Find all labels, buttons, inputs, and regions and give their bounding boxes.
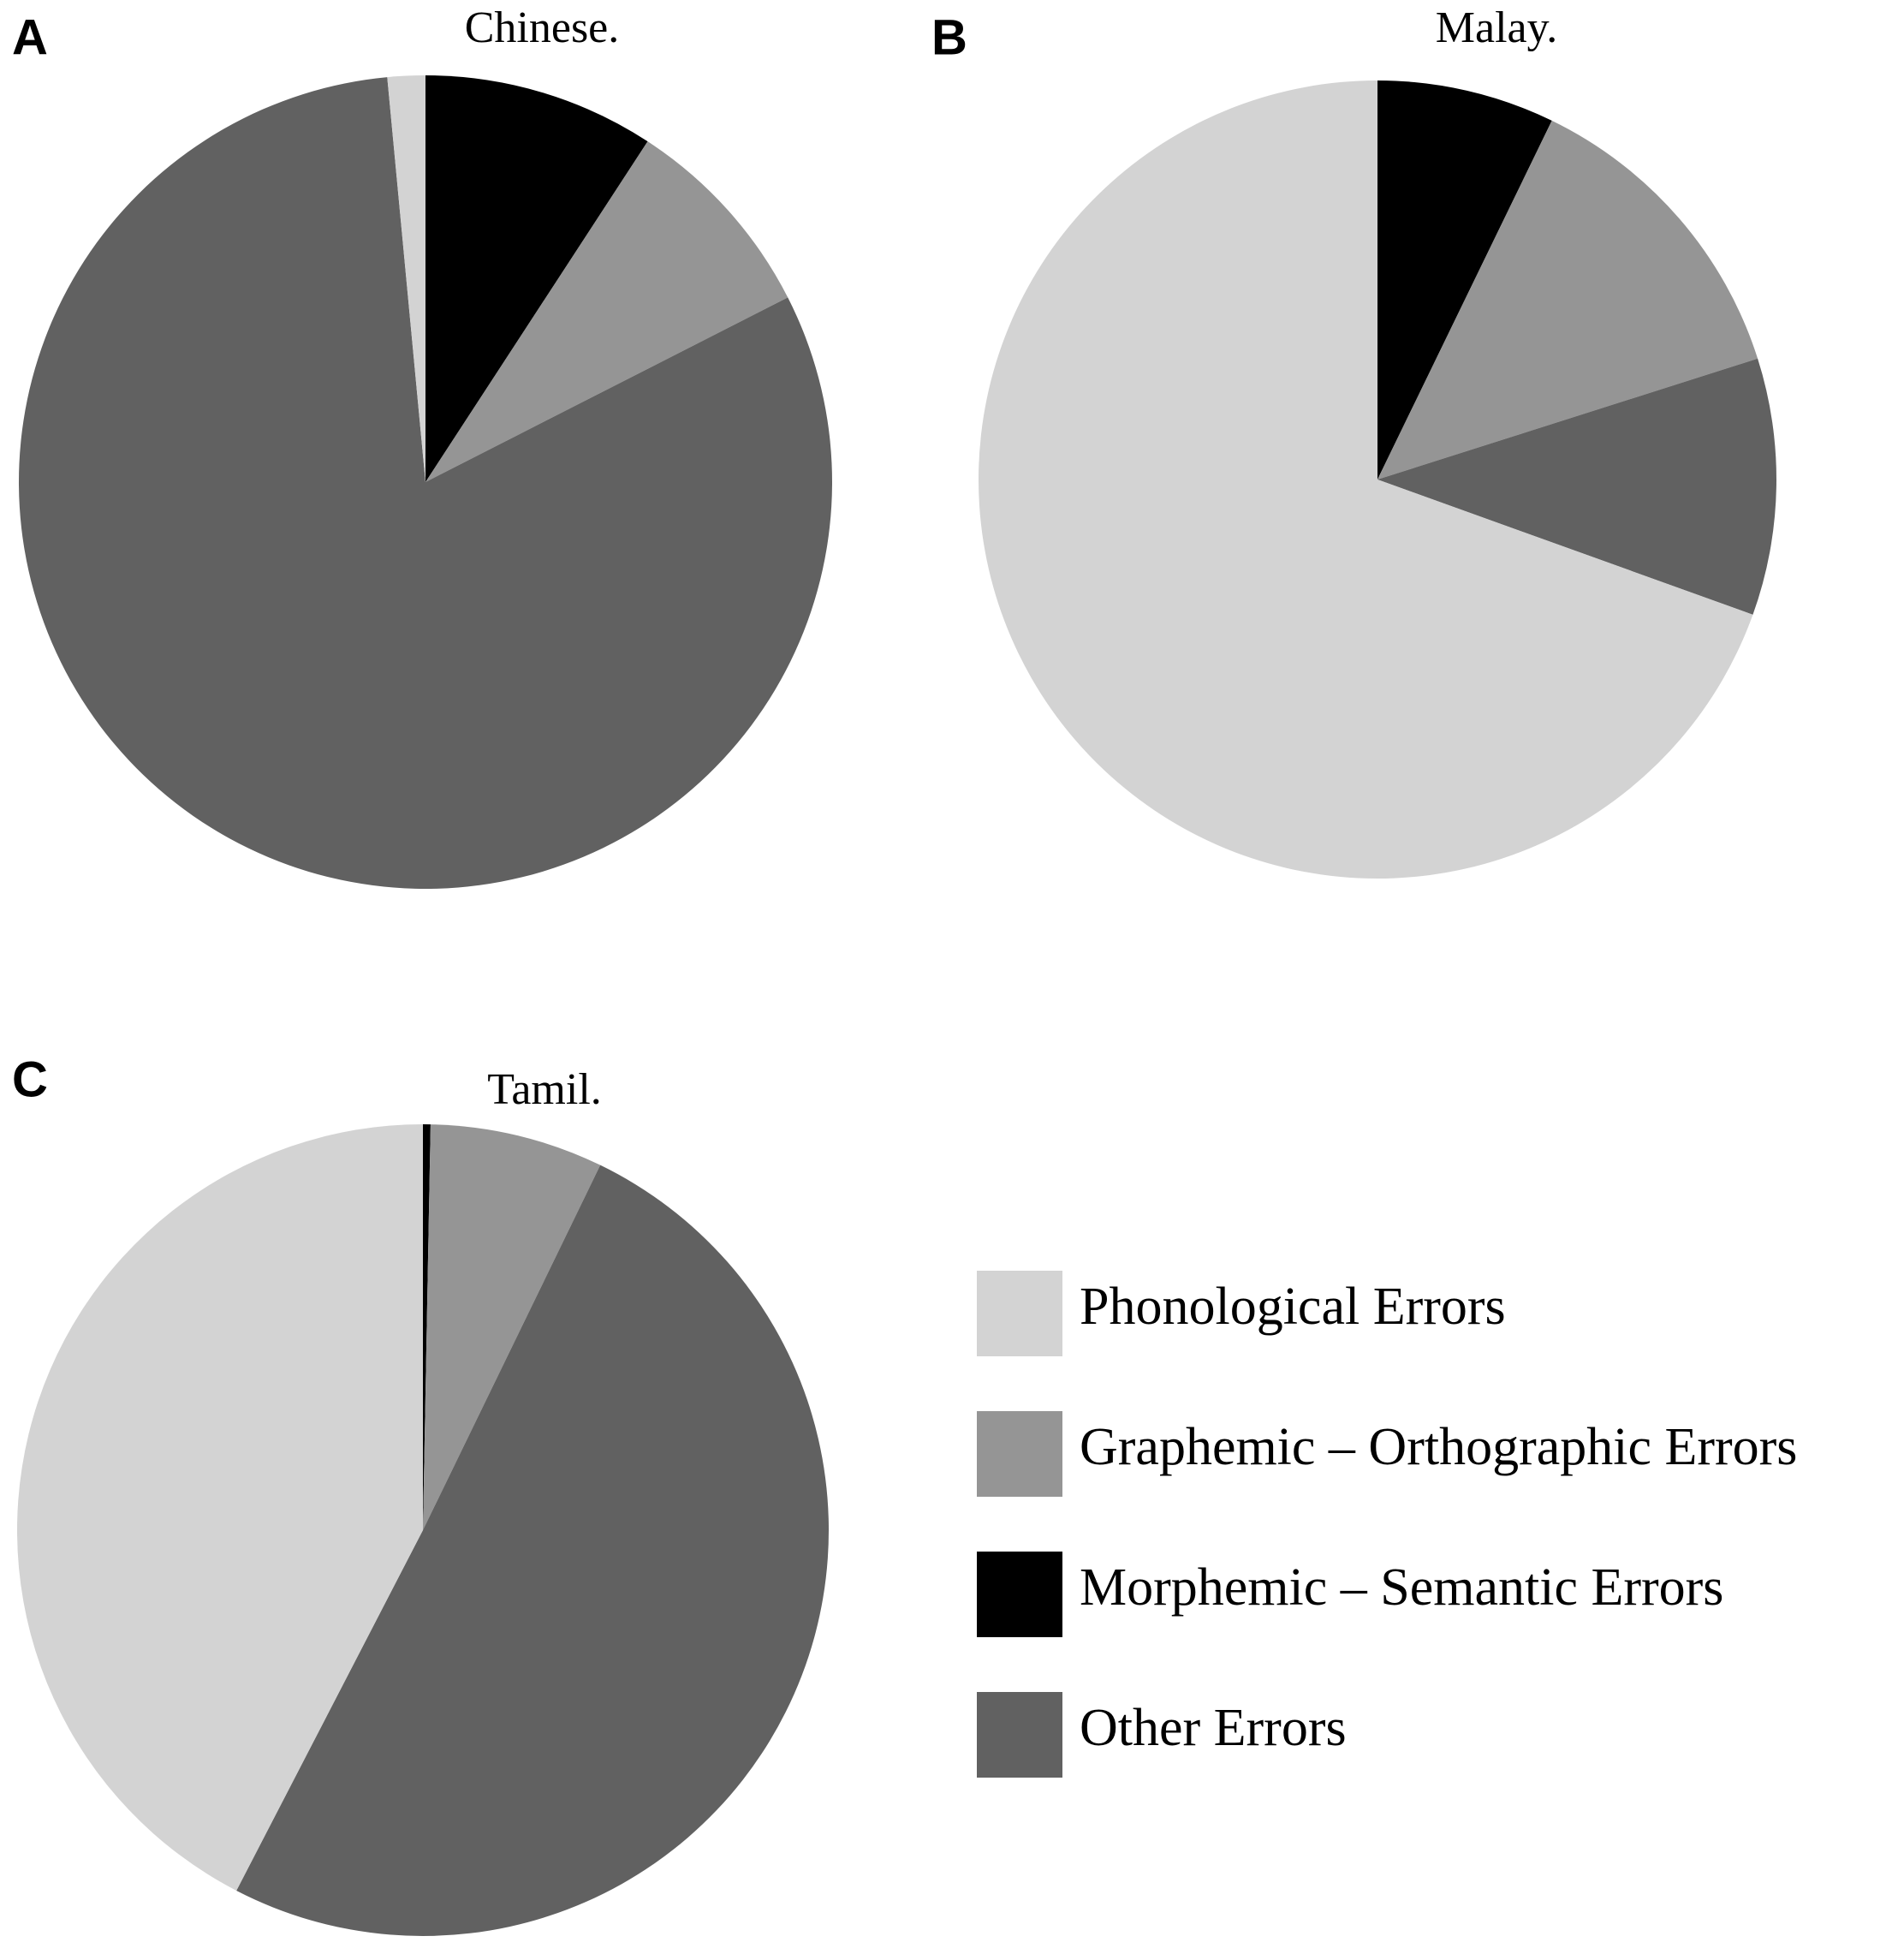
pie-slice <box>425 75 648 482</box>
pie-slice <box>387 75 425 482</box>
chart-title: Malay. <box>1436 3 1557 52</box>
pie-slice <box>423 1124 601 1530</box>
panel-label: B <box>931 9 967 65</box>
legend-swatch <box>977 1552 1062 1637</box>
legend-swatch <box>977 1271 1062 1356</box>
legend-label: Graphemic – Orthographic Errors <box>1080 1418 1797 1476</box>
pie-slice <box>1377 120 1758 480</box>
pie-slice <box>1377 358 1776 615</box>
pie-slice <box>19 77 833 889</box>
pie-slice <box>1377 80 1552 480</box>
pie-slice <box>979 80 1753 879</box>
legend-swatch <box>977 1692 1062 1778</box>
legend-label: Phonological Errors <box>1080 1278 1506 1336</box>
pie-slice <box>425 141 788 482</box>
chart-title: Chinese. <box>465 3 620 52</box>
legend-label: Other Errors <box>1080 1699 1347 1757</box>
panel-label: C <box>12 1051 48 1107</box>
chart-title: Tamil. <box>487 1065 602 1114</box>
pie-slice <box>423 1124 431 1530</box>
legend-label: Morphemic – Semantic Errors <box>1080 1558 1723 1617</box>
panel-label: A <box>12 9 48 65</box>
pie-slice <box>236 1165 830 1936</box>
pie-slice <box>17 1123 424 1891</box>
legend-swatch <box>977 1411 1062 1497</box>
